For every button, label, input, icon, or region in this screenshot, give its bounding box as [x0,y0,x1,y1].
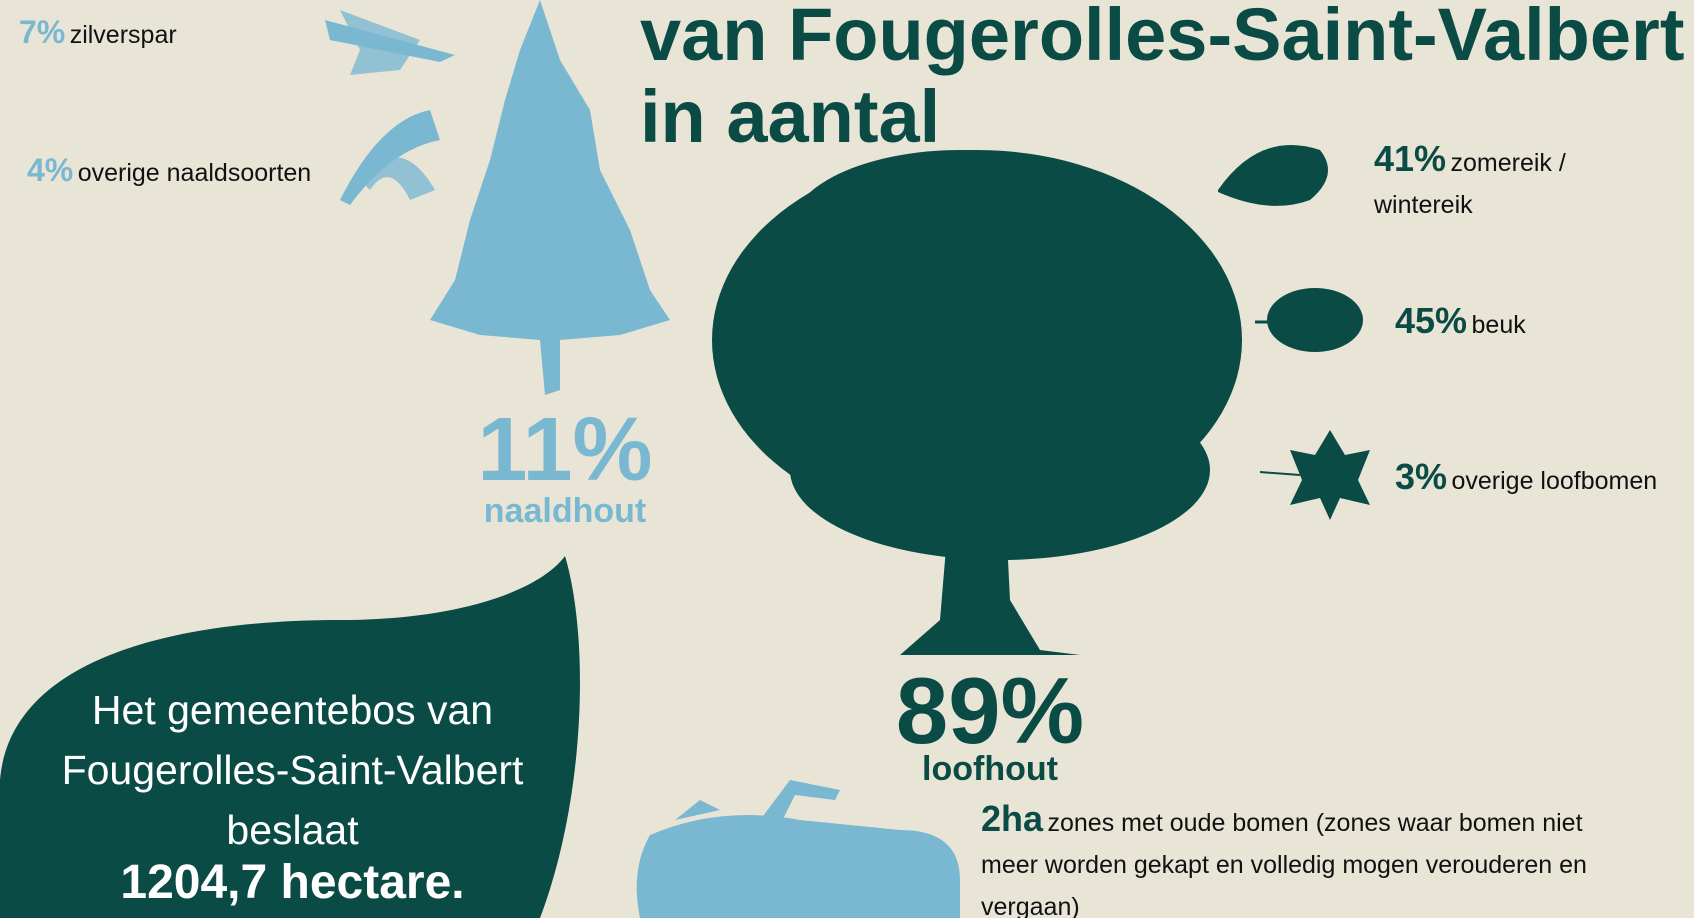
conifer-branch [325,10,455,205]
percentage: 3% [1395,456,1447,497]
percentage: 89% [880,664,1100,758]
percentage: 4% [27,152,73,188]
infographic: van Fougerolles-Saint-Valbert in aantal … [0,0,1694,918]
summary-text: Het gemeentebos van Fougerolles-Saint-Va… [30,680,555,860]
summary-highlight: 1204,7 hectare. [30,855,555,910]
label: naaldhout [465,492,665,531]
percentage: 45% [1395,300,1467,341]
title: van Fougerolles-Saint-Valbert [640,0,1684,77]
label: beuk [1472,311,1526,339]
label: overige loofbomen [1451,467,1657,495]
log-illustration [637,780,960,918]
amount: 2ha [981,798,1043,839]
title: in aantal [640,74,940,159]
percentage: 41% [1374,138,1446,179]
percentage: 11% [465,405,665,495]
label: overige naaldsoorten [78,159,312,187]
label: zilverspar [70,21,177,49]
description: zones met oude bomen (zones waar bomen n… [981,809,1587,918]
oak-tree [712,150,1242,655]
conifer-tree [430,0,670,395]
label: loofhout [880,750,1100,789]
percentage: 7% [19,14,65,50]
